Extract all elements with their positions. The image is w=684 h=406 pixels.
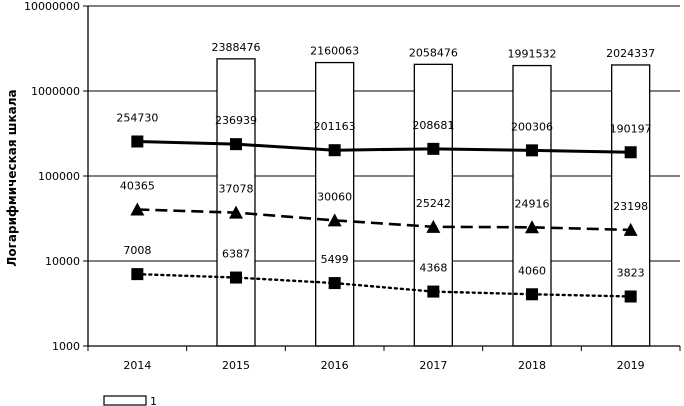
series-data-label: 24916 (515, 197, 550, 210)
series-point (230, 271, 242, 284)
labels-layer: 2388476 2160063 2058476 1991532 2024337 25473… (116, 41, 655, 280)
bar-data-label: 2388476 (212, 41, 261, 54)
series-line (137, 139, 631, 154)
series-data-label: 236939 (215, 114, 257, 127)
series-point (526, 288, 538, 301)
bar-data-label: 1991532 (508, 48, 557, 61)
series-point (624, 146, 637, 159)
series-point (525, 220, 539, 234)
series-data-label: 190197 (610, 122, 652, 135)
series-data-label: 208681 (412, 119, 454, 132)
series-data-label: 23198 (613, 200, 648, 213)
series-point (426, 219, 441, 233)
bar (216, 58, 256, 347)
series-point (623, 222, 638, 236)
series-line (136, 272, 632, 298)
series-line (137, 208, 631, 232)
x-tick-label: 2018 (518, 359, 546, 372)
series-data-label: 201163 (314, 120, 356, 133)
bar (413, 63, 453, 347)
series-data-label: 6387 (222, 248, 250, 261)
series-point (131, 135, 144, 148)
legend-label: 1 (150, 395, 157, 406)
series-point (131, 268, 144, 281)
series-point (328, 277, 341, 290)
series-data-label: 40365 (120, 179, 155, 192)
grid-layer (88, 5, 680, 347)
legend-swatch (103, 395, 147, 406)
series-data-label: 30060 (317, 190, 352, 203)
bars-layer (216, 58, 651, 347)
bar-data-label: 2058476 (409, 46, 458, 59)
y-tick-label: 10000 (45, 255, 80, 268)
y-tick-label: 1000000 (31, 85, 80, 98)
series-point (624, 290, 637, 303)
x-tick-label: 2015 (222, 359, 250, 372)
x-tick-label: 2017 (419, 359, 447, 372)
y-tick-label: 1000 (52, 340, 80, 353)
bar (315, 61, 355, 347)
series-point (427, 142, 440, 155)
bar-data-label: 2024337 (606, 47, 655, 60)
x-tick-label: 2014 (123, 359, 151, 372)
lines-layer (130, 135, 638, 303)
series-data-label: 3823 (617, 266, 645, 279)
series-data-label: 254730 (116, 111, 158, 124)
series-point (427, 285, 440, 298)
legend: 1 (103, 395, 157, 406)
bar-data-label: 2160063 (310, 45, 359, 58)
y-tick-label: 10000000 (24, 0, 80, 13)
y-tick-label: 100000 (38, 170, 80, 183)
x-tick-label: 2016 (321, 359, 349, 372)
series-data-label: 7008 (123, 244, 151, 257)
series-data-label: 25242 (416, 197, 451, 210)
series-point (328, 144, 341, 157)
series-data-label: 5499 (321, 253, 349, 266)
series-data-label: 200306 (511, 120, 553, 133)
axes-layer: 1000 10000 100000 1000000 10000000 2014 2015 20… (24, 0, 681, 372)
series-point (229, 205, 243, 219)
series-point (230, 138, 242, 151)
series-data-label: 37078 (219, 183, 254, 196)
series-data-label: 4060 (518, 264, 546, 277)
series-point (130, 202, 145, 216)
y-axis-label: Логарифмическая шкала (5, 89, 19, 266)
series-point (327, 213, 342, 227)
series-point (526, 144, 538, 157)
x-tick-label: 2019 (617, 359, 645, 372)
series-data-label: 4368 (419, 262, 447, 275)
